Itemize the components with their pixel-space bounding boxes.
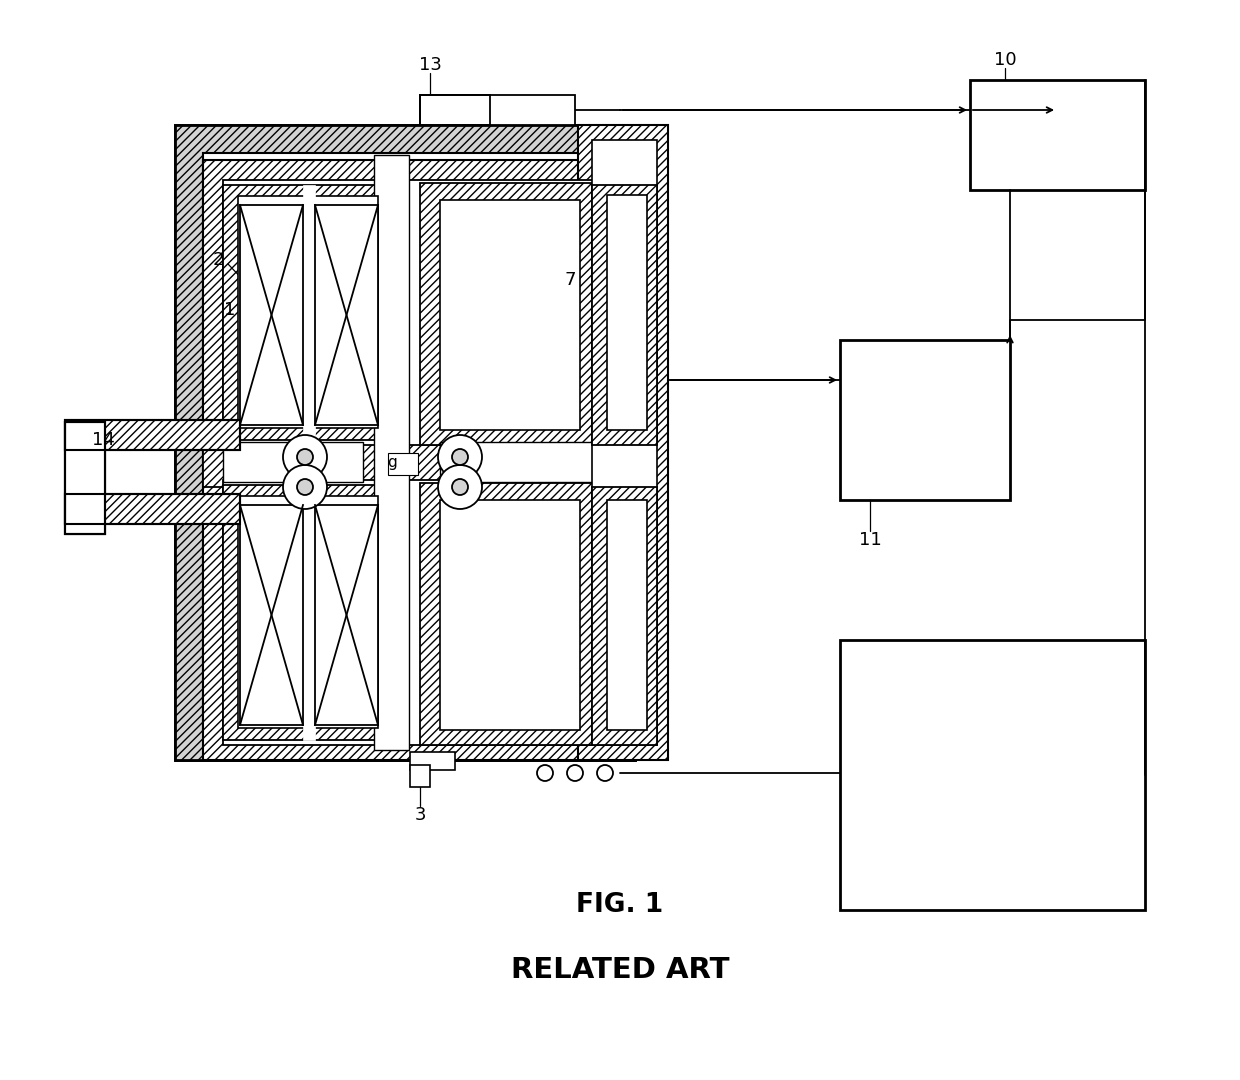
Text: RELATED ART: RELATED ART <box>511 956 729 984</box>
Bar <box>315 205 378 426</box>
Circle shape <box>453 480 467 495</box>
Bar <box>608 195 647 430</box>
Circle shape <box>298 480 312 495</box>
Bar <box>203 160 632 460</box>
Bar <box>410 765 430 787</box>
Bar <box>238 195 378 428</box>
Bar <box>175 125 635 760</box>
Bar <box>420 183 595 445</box>
Bar <box>578 125 668 760</box>
Bar <box>420 95 575 125</box>
Bar <box>591 140 657 745</box>
Bar <box>839 640 1145 910</box>
Bar <box>64 422 105 534</box>
Bar <box>64 494 241 524</box>
Circle shape <box>438 435 482 480</box>
Bar <box>203 460 632 760</box>
Bar <box>203 437 632 487</box>
Bar <box>175 125 635 760</box>
Bar <box>64 420 241 450</box>
Circle shape <box>567 765 583 781</box>
Bar <box>388 453 418 475</box>
Bar <box>440 442 595 482</box>
Bar <box>420 95 490 125</box>
Text: 3: 3 <box>414 806 425 824</box>
Circle shape <box>537 765 553 781</box>
Bar <box>223 485 393 740</box>
Bar <box>970 80 1145 190</box>
Bar <box>420 95 490 125</box>
Circle shape <box>283 465 327 509</box>
Bar <box>203 153 608 732</box>
Bar <box>64 422 105 534</box>
Text: 11: 11 <box>858 531 882 549</box>
Bar <box>241 205 303 426</box>
Bar <box>64 420 241 450</box>
Text: 2: 2 <box>212 251 223 269</box>
Text: 14: 14 <box>92 431 114 449</box>
Circle shape <box>298 449 312 465</box>
Bar <box>420 483 595 745</box>
Bar <box>410 752 455 770</box>
Bar <box>440 200 580 430</box>
Text: 7: 7 <box>564 271 575 289</box>
Bar <box>223 185 393 440</box>
Bar <box>238 496 378 728</box>
Circle shape <box>596 765 613 781</box>
Circle shape <box>283 435 327 480</box>
Bar <box>315 505 378 725</box>
Bar <box>839 340 1011 500</box>
Bar <box>440 500 580 730</box>
Bar <box>241 505 303 725</box>
Text: 10: 10 <box>993 51 1017 69</box>
Circle shape <box>453 449 467 465</box>
Bar <box>374 156 409 750</box>
Circle shape <box>438 465 482 509</box>
Bar <box>591 185 657 445</box>
Bar <box>223 180 613 445</box>
Bar <box>303 485 315 740</box>
Bar <box>608 500 647 730</box>
Bar <box>303 185 315 440</box>
Bar <box>591 487 657 745</box>
Bar <box>64 494 241 524</box>
Bar <box>223 480 613 745</box>
Text: 1: 1 <box>224 301 236 319</box>
Bar <box>64 422 105 534</box>
Bar <box>223 442 363 482</box>
Text: g: g <box>387 456 397 471</box>
Text: FIG. 1: FIG. 1 <box>577 892 663 918</box>
Text: 13: 13 <box>419 56 441 75</box>
